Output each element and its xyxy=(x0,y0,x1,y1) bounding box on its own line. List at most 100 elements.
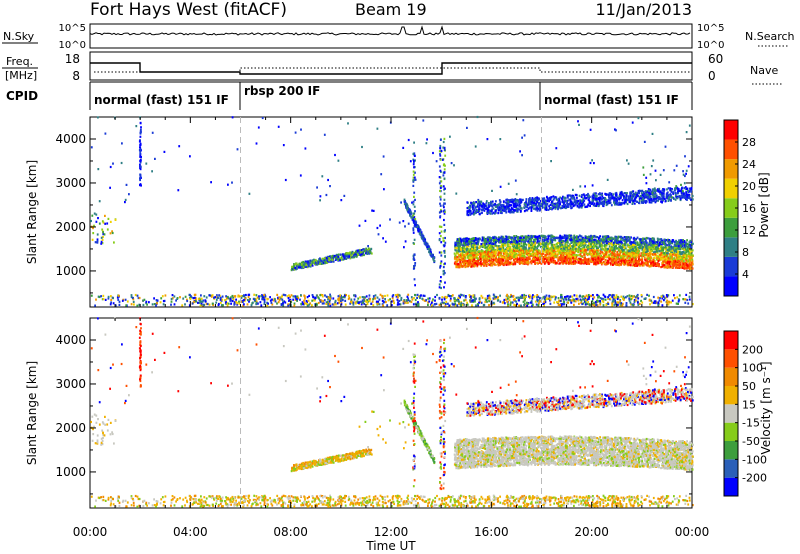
data-cell xyxy=(170,300,173,303)
data-cell xyxy=(478,255,481,258)
data-cell xyxy=(416,303,418,306)
data-cell xyxy=(344,255,347,258)
data-cell xyxy=(584,244,586,247)
data-cell xyxy=(195,300,197,303)
data-cell xyxy=(657,259,660,263)
data-cell xyxy=(588,297,590,300)
data-cell xyxy=(506,293,509,296)
data-cell xyxy=(521,262,524,265)
data-cell xyxy=(628,297,631,300)
data-cell xyxy=(582,242,584,245)
data-cell xyxy=(109,232,112,235)
data-cell xyxy=(470,297,473,300)
data-cell xyxy=(428,297,431,300)
data-cell xyxy=(311,299,314,302)
data-cell xyxy=(683,240,686,243)
data-cell xyxy=(675,302,678,305)
data-cell xyxy=(620,304,623,307)
data-cell xyxy=(438,251,441,254)
data-cell xyxy=(230,296,232,299)
data-cell xyxy=(600,263,603,266)
data-cell xyxy=(691,258,694,261)
data-cell xyxy=(465,249,468,252)
data-cell xyxy=(551,246,553,249)
data-cell xyxy=(337,295,340,298)
data-cell xyxy=(498,236,500,239)
data-cell xyxy=(628,294,631,297)
data-cell xyxy=(569,243,571,246)
data-cell xyxy=(412,179,415,182)
data-cell xyxy=(443,271,446,275)
data-cell xyxy=(686,242,689,245)
data-cell xyxy=(563,258,566,261)
data-cell xyxy=(657,239,659,242)
data-cell xyxy=(576,254,579,257)
data-cell xyxy=(632,237,635,240)
data-cell xyxy=(471,304,473,307)
data-cell xyxy=(311,259,314,262)
data-cell xyxy=(533,257,536,260)
data-cell xyxy=(520,257,522,260)
data-cell xyxy=(474,238,477,241)
data-cell xyxy=(473,244,475,247)
data-cell xyxy=(682,258,684,262)
data-cell xyxy=(236,302,238,305)
data-cell xyxy=(417,230,420,233)
data-cell xyxy=(96,238,99,241)
data-cell xyxy=(653,260,656,263)
data-cell xyxy=(644,243,647,246)
data-cell xyxy=(302,302,304,306)
data-cell xyxy=(560,243,563,246)
data-cell xyxy=(599,303,602,306)
data-cell xyxy=(441,301,444,304)
data-cell xyxy=(572,298,575,301)
data-cell xyxy=(525,257,528,260)
data-cell xyxy=(386,304,389,307)
data-cell xyxy=(544,236,547,239)
data-cell xyxy=(569,234,571,237)
data-cell xyxy=(561,297,564,300)
data-cell xyxy=(271,303,274,306)
data-cell xyxy=(610,257,612,260)
data-cell xyxy=(506,239,508,242)
data-cell xyxy=(497,257,500,260)
data-cell xyxy=(276,302,278,305)
data-cell xyxy=(553,301,556,304)
data-cell xyxy=(580,301,582,304)
data-cell xyxy=(560,295,563,299)
data-cell xyxy=(502,247,505,250)
data-cell xyxy=(569,299,571,302)
data-cell xyxy=(544,261,546,264)
data-cell xyxy=(414,159,416,162)
data-cell xyxy=(382,237,384,240)
data-cell xyxy=(616,247,619,250)
data-cell xyxy=(181,304,184,307)
data-cell xyxy=(557,301,560,304)
data-cell xyxy=(528,244,531,247)
data-cell xyxy=(464,262,466,265)
data-cell xyxy=(156,302,158,305)
data-cell xyxy=(416,225,419,228)
data-cell xyxy=(550,295,552,298)
data-cell xyxy=(441,296,444,299)
data-cell xyxy=(416,293,419,296)
data-cell xyxy=(593,296,596,299)
data-cell xyxy=(294,298,297,301)
data-cell xyxy=(458,258,461,261)
data-cell xyxy=(602,293,605,296)
data-cell xyxy=(192,297,195,300)
data-cell xyxy=(508,252,511,255)
data-cell xyxy=(329,256,332,259)
data-cell xyxy=(660,246,663,250)
data-cell xyxy=(640,295,643,298)
data-cell xyxy=(516,302,518,306)
data-cell xyxy=(155,299,158,302)
data-cell xyxy=(519,295,522,298)
data-cell xyxy=(446,295,448,299)
data-cell xyxy=(488,242,491,245)
data-cell xyxy=(434,299,436,302)
data-cell xyxy=(496,239,499,243)
data-cell xyxy=(450,295,453,298)
data-cell xyxy=(517,241,520,244)
data-cell xyxy=(319,300,322,303)
